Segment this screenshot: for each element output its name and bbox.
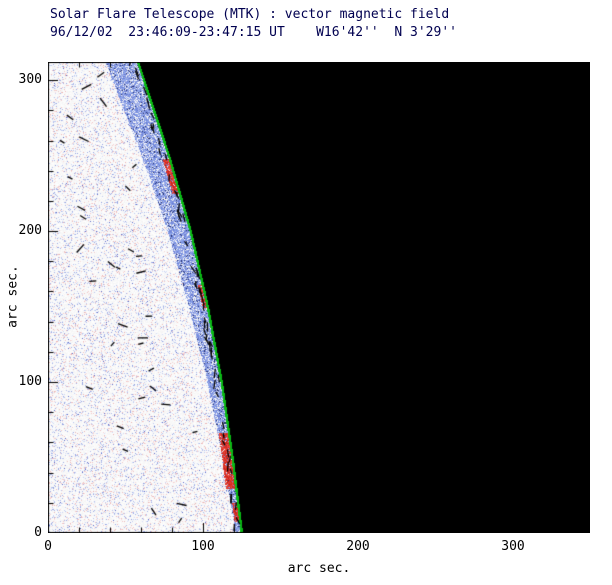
x-tick-label-300: 300 bbox=[501, 539, 525, 554]
x-axis-label: arc sec. bbox=[287, 561, 351, 576]
x-tick-label-100: 100 bbox=[191, 539, 215, 554]
y-axis-label: arc sec. bbox=[5, 265, 21, 328]
y-tick-label-0: 0 bbox=[34, 525, 42, 540]
y-tick-label-200: 200 bbox=[18, 223, 42, 238]
y-tick-label-300: 300 bbox=[18, 72, 42, 87]
plot-subtitle-timestamp: 96/12/02 23:46:09-23:47:15 UT W16'42'' N… bbox=[50, 25, 457, 40]
x-tick-label-0: 0 bbox=[44, 539, 52, 554]
x-tick-label-200: 200 bbox=[346, 539, 370, 554]
y-tick-label-100: 100 bbox=[18, 374, 42, 389]
plot-canvas bbox=[48, 62, 590, 533]
plot-title: Solar Flare Telescope (MTK) : vector mag… bbox=[50, 7, 450, 22]
